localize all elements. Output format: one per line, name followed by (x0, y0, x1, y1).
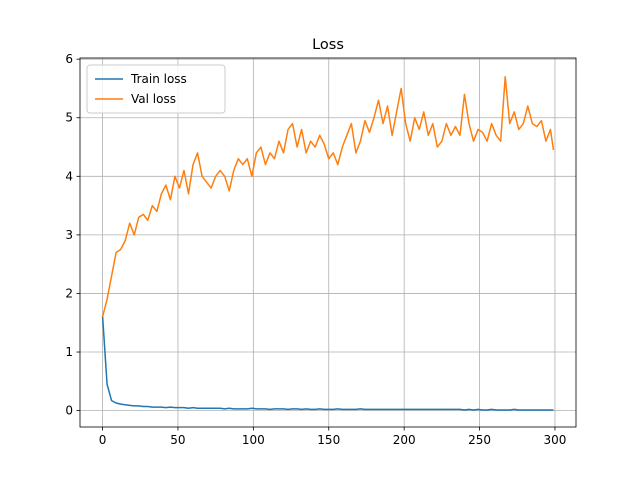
legend-box (86, 64, 226, 114)
chart-title: Loss (312, 37, 344, 53)
x-tick-label: 250 (468, 433, 491, 447)
x-tick-label: 100 (242, 433, 265, 447)
line (101, 75, 555, 318)
y-tick-label: 0 (65, 404, 73, 418)
x-tick-label: 50 (170, 433, 185, 447)
y-tick-label: 1 (65, 345, 73, 359)
y-tick-label: 2 (65, 286, 73, 300)
axes-frame (79, 57, 577, 428)
x-tick-label: 200 (393, 433, 416, 447)
y-tick-label: 5 (65, 111, 73, 125)
x-tick-label: 300 (544, 433, 567, 447)
line (101, 315, 554, 411)
y-tick-label: 6 (65, 52, 73, 66)
x-tick-label: 150 (317, 433, 340, 447)
legend-label: Val loss (131, 92, 176, 106)
y-tick-label: 3 (65, 228, 73, 242)
y-tick-label: 4 (65, 169, 73, 183)
x-tick-label: 0 (99, 433, 107, 447)
legend-label: Train loss (130, 72, 187, 86)
